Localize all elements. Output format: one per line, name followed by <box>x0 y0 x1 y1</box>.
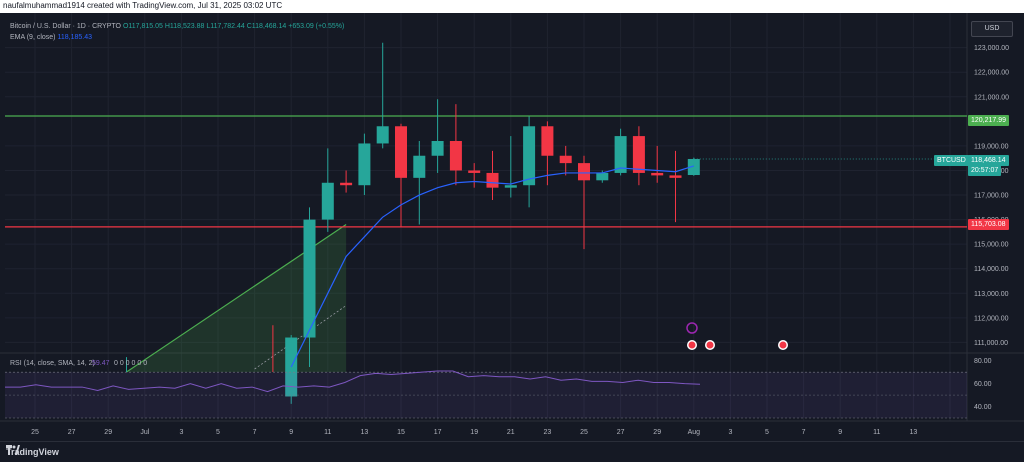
event-flag-icon <box>705 340 715 350</box>
event-flag-icon <box>778 340 788 350</box>
candle-body <box>449 141 462 171</box>
candle-body <box>651 172 664 176</box>
candle-body <box>632 136 645 173</box>
price-tick-label: 115,000.00 <box>974 242 1009 249</box>
candle-body <box>395 126 407 178</box>
candle-body <box>376 126 389 144</box>
tradingview-logo-icon <box>6 445 20 455</box>
countdown-tag: 20:57:07 <box>968 165 1002 176</box>
symbol-tag: BTCUSD <box>934 155 969 166</box>
price-tick-label: 121,000.00 <box>974 94 1009 101</box>
brand-name: TradingView <box>6 447 59 457</box>
candle-body <box>486 172 499 188</box>
price-tick-label: 111,000.00 <box>974 340 1008 347</box>
time-tick-label: 9 <box>289 429 293 436</box>
time-tick-label: 27 <box>68 429 76 436</box>
snapshot-caption-bar: naufalmuhammad1914 created with TradingV… <box>0 0 1024 12</box>
dividend-event-icon <box>686 322 698 334</box>
price-tick-label: 117,000.00 <box>974 193 1009 200</box>
price-tick-label: 119,000.00 <box>974 143 1009 150</box>
candle-body <box>413 155 426 178</box>
time-tick-label: 29 <box>104 429 112 436</box>
footer-bar: TradingView <box>0 441 1024 462</box>
time-tick-label: 5 <box>216 429 220 436</box>
candle-body <box>687 158 700 176</box>
rsi-extra-values: 0 0 0 0 0 0 <box>114 360 147 367</box>
candlestick-chart[interactable]: 123,000.00 122,000.00 121,000.00 119,000.00… <box>0 13 1024 441</box>
time-tick-label: 3 <box>179 429 183 436</box>
chart-area[interactable]: 123,000.00 122,000.00 121,000.00 119,000.00… <box>0 13 1024 441</box>
candle-body <box>504 185 517 188</box>
time-tick-label: 23 <box>544 429 552 436</box>
candle-body <box>669 175 682 178</box>
time-tick-label: 29 <box>653 429 661 436</box>
tradingview-logo[interactable]: TradingView <box>6 445 59 459</box>
time-tick-label: 17 <box>434 429 442 436</box>
time-tick-label: 15 <box>397 429 405 436</box>
symbol-title[interactable]: Bitcoin / U.S. Dollar · 1D · CRYPTO <box>10 23 121 30</box>
time-tick-label: 13 <box>910 429 918 436</box>
ema-label[interactable]: EMA (9, close) <box>10 34 56 41</box>
candle-body <box>468 170 481 173</box>
support-price-tag: 115,703.08 <box>968 219 1009 230</box>
ema-line <box>290 165 694 368</box>
time-tick-label: 3 <box>728 429 732 436</box>
candle-body <box>578 163 590 181</box>
candle-body <box>431 141 444 156</box>
candle-body <box>523 126 536 186</box>
candle-body <box>541 126 554 156</box>
chart-legend: Bitcoin / U.S. Dollar · 1D · CRYPTO O117… <box>10 21 344 43</box>
price-tick-label: 122,000.00 <box>974 70 1009 77</box>
rsi-value: 59.47 <box>92 360 110 367</box>
ohlc-values: O117,815.05 H118,523.88 L117,782.44 C118… <box>122 23 345 30</box>
price-tick-label: 112,000.00 <box>974 315 1009 322</box>
candle-body <box>321 182 334 220</box>
currency-button[interactable]: USD <box>971 21 1013 37</box>
candle-body <box>559 155 572 164</box>
time-tick-label: 9 <box>838 429 842 436</box>
rsi-line <box>5 370 701 393</box>
dashed-guide-line <box>254 305 347 370</box>
time-tick-label: 13 <box>361 429 369 436</box>
event-flag-icon <box>706 341 714 349</box>
candle-body <box>303 219 316 338</box>
candle-body <box>614 136 627 173</box>
rsi-tick-label: 40.00 <box>974 404 992 411</box>
price-tick-label: 114,000.00 <box>974 266 1009 273</box>
price-tick-label: 123,000.00 <box>974 45 1009 52</box>
candle-body <box>340 182 353 186</box>
time-tick-label: 25 <box>580 429 588 436</box>
snapshot-caption: naufalmuhammad1914 created with TradingV… <box>3 1 283 10</box>
time-tick-label: 19 <box>470 429 478 436</box>
event-flag-icon <box>779 341 787 349</box>
time-tick-label: 7 <box>253 429 257 436</box>
time-tick-label: 7 <box>802 429 806 436</box>
last-price-tag: 118,468.14 <box>968 155 1009 166</box>
event-flag-icon <box>688 341 696 349</box>
time-tick-label: 21 <box>507 429 515 436</box>
price-tick-label: 113,000.00 <box>974 291 1009 298</box>
time-tick-label: 27 <box>617 429 625 436</box>
event-flag-icon <box>687 340 697 350</box>
rsi-label: RSI (14, close, SMA, 14, 2) <box>10 360 95 367</box>
time-tick-label: 5 <box>765 429 769 436</box>
time-tick-label: 25 <box>31 429 39 436</box>
ema-value: 118,185.43 <box>57 34 92 41</box>
time-tick-label: Jul <box>140 429 149 436</box>
rsi-tick-label: 60.00 <box>974 381 992 388</box>
candle-body <box>358 143 371 186</box>
resistance-price-tag: 120,217.99 <box>968 115 1010 126</box>
time-tick-label: 11 <box>324 429 331 436</box>
time-tick-label: 11 <box>873 429 880 436</box>
rsi-tick-label: 80.00 <box>974 358 992 365</box>
candle-body <box>596 172 609 181</box>
time-tick-label: Aug <box>688 429 701 436</box>
